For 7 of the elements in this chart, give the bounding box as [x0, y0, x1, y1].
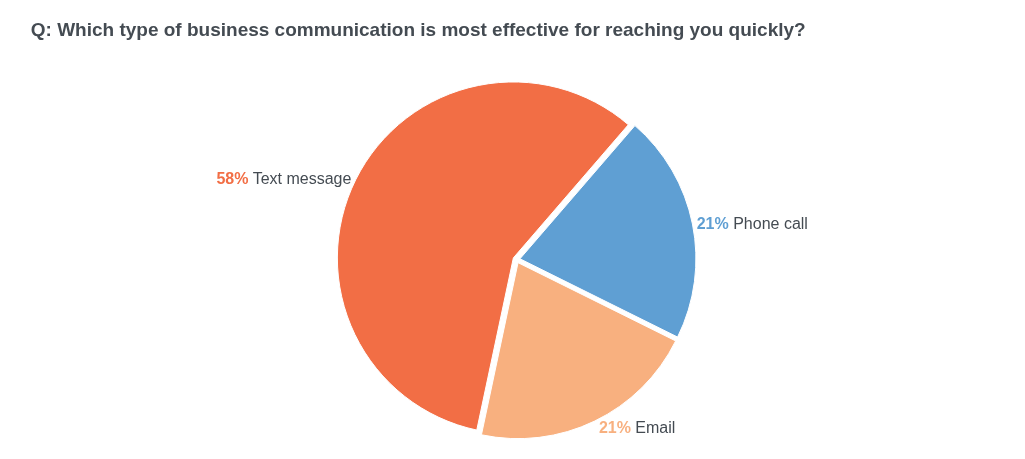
data-label: 21%	[696, 215, 729, 233]
data-label: 58%	[216, 169, 249, 187]
slice-label: Text message	[252, 169, 352, 187]
slice-label: Email	[635, 419, 676, 437]
data-label: 21%	[598, 419, 631, 437]
chart-title: Q: Which type of business communication is most effective for reaching you quickly?	[30, 19, 806, 41]
slice-label: Phone call	[733, 215, 808, 233]
